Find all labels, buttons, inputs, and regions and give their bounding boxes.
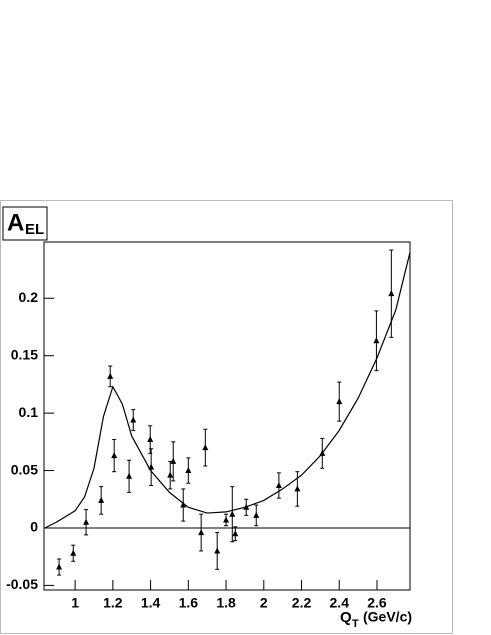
marker xyxy=(185,467,192,474)
x-tick-label: 2.2 xyxy=(292,595,312,611)
x-tick-label: 2 xyxy=(260,595,268,611)
ylabel-sub: EL xyxy=(25,221,44,238)
marker xyxy=(170,457,177,464)
y-tick-label: 0.15 xyxy=(11,346,38,362)
y-tick-label: 0.05 xyxy=(11,461,38,477)
marker xyxy=(147,436,154,443)
marker xyxy=(202,444,209,451)
marker xyxy=(336,398,343,405)
x-tick-label: 2.4 xyxy=(330,595,350,611)
marker xyxy=(70,549,77,556)
marker xyxy=(223,516,230,523)
marker xyxy=(373,337,380,344)
xlabel-suffix: (GeV/c) xyxy=(363,609,412,625)
canvas-frame xyxy=(0,200,453,634)
marker xyxy=(130,416,137,423)
y-tick-label: -0.05 xyxy=(6,576,38,592)
marker xyxy=(388,290,395,297)
marker xyxy=(56,563,63,570)
xlabel-sub: T xyxy=(352,618,359,630)
marker xyxy=(198,529,205,536)
x-tick-label: 1.8 xyxy=(216,595,236,611)
fit-curve xyxy=(44,252,411,529)
marker xyxy=(107,372,114,379)
marker xyxy=(167,471,174,478)
ylabel-box xyxy=(2,206,48,241)
marker xyxy=(229,510,236,517)
x-tick-label: 1.4 xyxy=(141,595,161,611)
marker xyxy=(294,485,301,492)
marker xyxy=(126,472,133,479)
x-tick-label: 1.2 xyxy=(103,595,123,611)
y-tick-label: 0.2 xyxy=(19,289,39,305)
plot-frame xyxy=(43,241,411,591)
marker xyxy=(275,481,282,488)
marker xyxy=(180,501,187,508)
marker xyxy=(111,452,118,459)
x-tick-label: 2.6 xyxy=(367,595,387,611)
ylabel-main: A xyxy=(7,209,24,236)
y-tick-label: 0 xyxy=(30,519,38,535)
marker xyxy=(83,518,90,525)
y-tick-label: 0.1 xyxy=(19,404,39,420)
xlabel-main: Q xyxy=(340,609,352,626)
x-tick-label: 1.6 xyxy=(179,595,199,611)
x-tick-label: 1 xyxy=(71,595,79,611)
marker xyxy=(214,547,221,554)
marker xyxy=(253,511,260,518)
marker xyxy=(232,530,239,537)
marker xyxy=(98,496,105,503)
